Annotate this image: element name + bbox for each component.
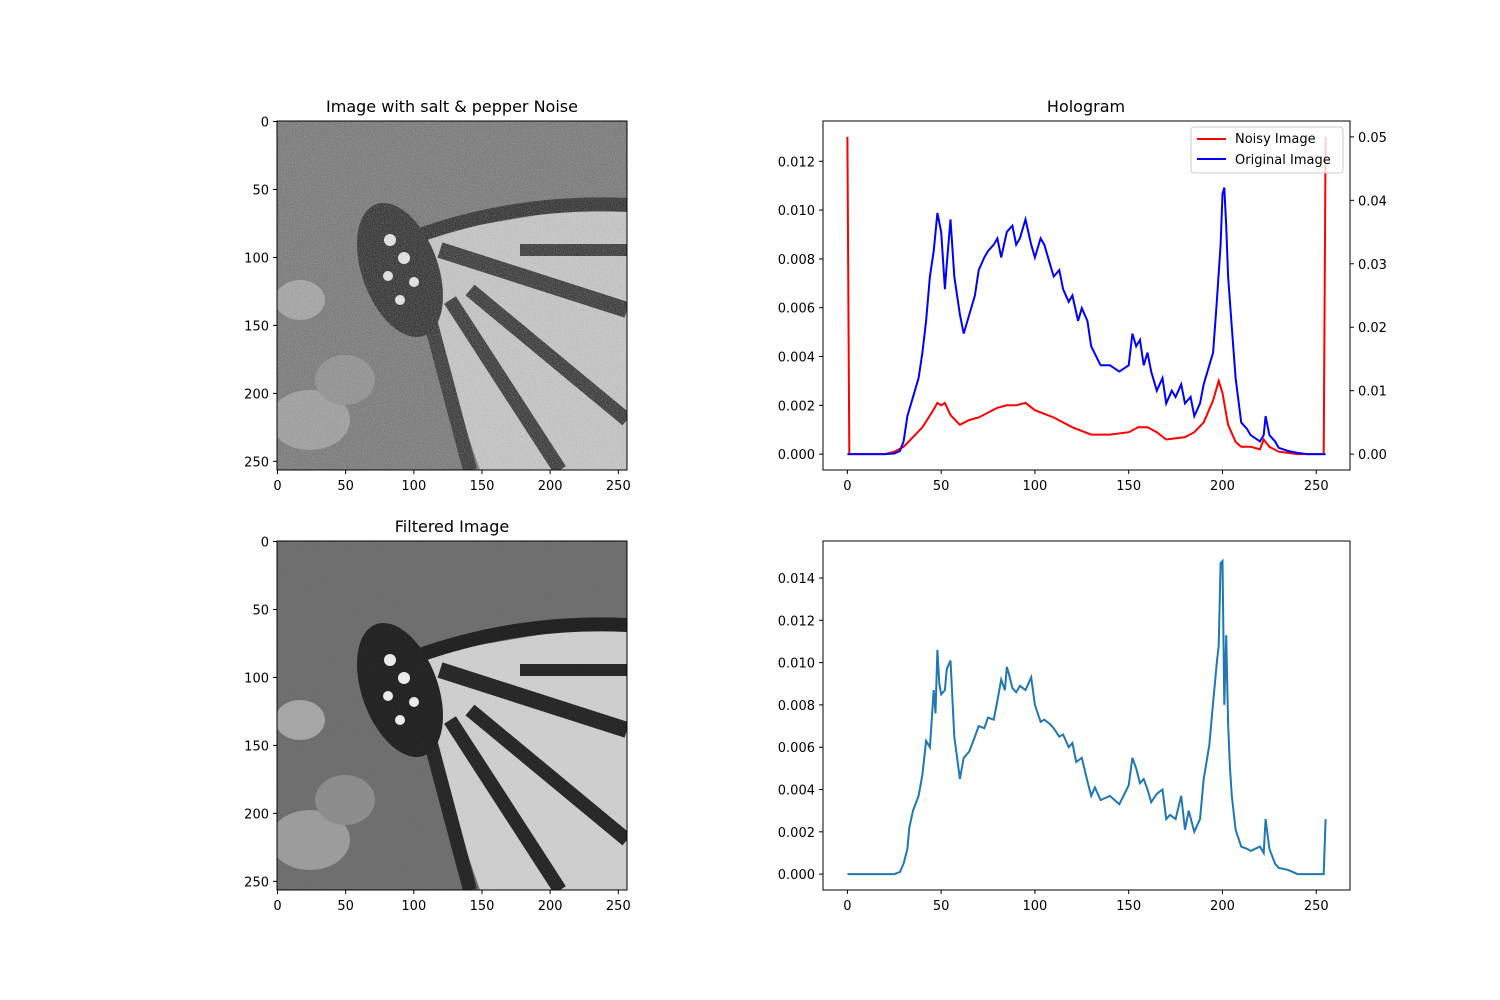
filtered-histogram-y-tick-label: 0.008 — [778, 699, 815, 714]
hologram-legend: Noisy Image Original Image — [1190, 126, 1344, 174]
hologram-left-y-tick-label: 0.008 — [778, 253, 815, 268]
filtered-image-x-tick-label: 250 — [606, 899, 631, 914]
filtered-butterfly-image — [277, 541, 627, 890]
noisy-image-series-line — [846, 136, 1327, 456]
filtered-histogram-y-tick-label: 0.004 — [778, 784, 815, 799]
filtered-histogram-axes: 0 50 100 150 200 250 0.000 0.002 0.004 0.006 0.008… — [778, 572, 1329, 914]
hologram-title: Hologram — [1047, 97, 1125, 116]
hologram-x-tick-label: 100 — [1023, 479, 1048, 494]
noisy-image-y-tick-label: 200 — [244, 387, 269, 402]
noisy-image-panel: Image with salt & pepper Noise 0 50 — [244, 97, 631, 494]
noisy-image-axes: 0 50 100 150 200 250 0 50 100 150 200 250 — [244, 116, 631, 495]
filtered-histogram-x-tick-label: 100 — [1023, 899, 1048, 914]
filtered-histogram-y-tick-label: 0.000 — [778, 868, 815, 883]
filtered-histogram-x-tick-label: 0 — [843, 899, 851, 914]
filtered-image-y-tick-label: 50 — [252, 603, 269, 618]
noisy-image-title: Image with salt & pepper Noise — [326, 97, 578, 116]
filtered-histogram-y-tick-label: 0.014 — [778, 572, 815, 587]
legend-noisy-label: Noisy Image — [1235, 132, 1316, 147]
hologram-right-y-tick-label: 0.05 — [1358, 131, 1387, 146]
filtered-histogram-x-tick-label: 250 — [1304, 899, 1329, 914]
noisy-butterfly-image — [277, 121, 627, 470]
noisy-image-y-tick-label: 250 — [244, 455, 269, 470]
noisy-image-x-tick-label: 0 — [273, 479, 281, 494]
filtered-histogram-panel: 0 50 100 150 200 250 0.000 0.002 0.004 0.006 0.008… — [778, 540, 1351, 914]
hologram-axes: 0 50 100 150 200 250 0.000 0.002 0.004 0.006 0.008… — [778, 131, 1387, 494]
filtered-histogram-y-tick-label: 0.010 — [778, 657, 815, 672]
filtered-image-x-tick-label: 0 — [273, 899, 281, 914]
filtered-image-x-tick-label: 200 — [538, 899, 563, 914]
hologram-x-tick-label: 150 — [1116, 479, 1141, 494]
noisy-image-y-tick-label: 100 — [244, 251, 269, 266]
filtered-image-y-tick-label: 0 — [261, 536, 269, 551]
filtered-histogram-y-tick-label: 0.002 — [778, 826, 815, 841]
filtered-image-title: Filtered Image — [395, 517, 509, 536]
hologram-x-tick-label: 200 — [1210, 479, 1235, 494]
noisy-image-y-tick-label: 150 — [244, 319, 269, 334]
legend-original-label: Original Image — [1235, 153, 1331, 168]
noisy-image-x-tick-label: 250 — [606, 479, 631, 494]
filtered-histogram-y-tick-label: 0.012 — [778, 614, 815, 629]
noisy-image-x-tick-label: 50 — [337, 479, 354, 494]
original-image-series-line — [847, 187, 1326, 456]
filtered-image-y-tick-label: 250 — [244, 875, 269, 890]
hologram-x-tick-label: 250 — [1304, 479, 1329, 494]
filtered-histogram-x-tick-label: 200 — [1210, 899, 1235, 914]
hologram-left-y-tick-label: 0.002 — [778, 399, 815, 414]
filtered-image-x-tick-label: 100 — [401, 899, 426, 914]
hologram-left-y-tick-label: 0.004 — [778, 351, 815, 366]
filtered-image-axes: 0 50 100 150 200 250 0 50 100 150 200 250 — [244, 536, 631, 915]
hologram-right-y-tick-label: 0.02 — [1358, 321, 1387, 336]
filtered-histogram-y-tick-label: 0.006 — [778, 741, 815, 756]
filtered-image-panel: Filtered Image 0 50 100 150 200 250 0 50 100 150 2… — [244, 517, 631, 914]
hologram-right-y-tick-label: 0.00 — [1358, 448, 1387, 463]
filtered-image-y-tick-label: 150 — [244, 739, 269, 754]
hologram-right-y-tick-label: 0.04 — [1358, 194, 1387, 209]
hologram-right-y-tick-label: 0.03 — [1358, 258, 1387, 273]
filtered-image-y-tick-label: 100 — [244, 671, 269, 686]
hologram-right-y-tick-label: 0.01 — [1358, 385, 1387, 400]
noisy-image-y-tick-label: 0 — [261, 116, 269, 131]
hologram-x-tick-label: 50 — [933, 479, 950, 494]
noisy-image-x-tick-label: 200 — [538, 479, 563, 494]
noisy-image-x-tick-label: 100 — [401, 479, 426, 494]
hologram-x-tick-label: 0 — [843, 479, 851, 494]
hologram-left-y-tick-label: 0.000 — [778, 448, 815, 463]
noisy-image-x-tick-label: 150 — [470, 479, 495, 494]
filtered-histogram-series-line — [847, 558, 1327, 876]
filtered-histogram-x-tick-label: 150 — [1116, 899, 1141, 914]
filtered-image-x-tick-label: 150 — [470, 899, 495, 914]
filtered-histogram-x-tick-label: 50 — [933, 899, 950, 914]
filtered-image-x-tick-label: 50 — [337, 899, 354, 914]
hologram-left-y-tick-label: 0.012 — [778, 155, 815, 170]
filtered-image-y-tick-label: 200 — [244, 807, 269, 822]
hologram-left-y-tick-label: 0.010 — [778, 204, 815, 219]
hologram-panel: Hologram 0 50 100 150 200 2500.0000.0020.0040… — [778, 97, 1387, 494]
noisy-image-y-tick-label: 50 — [252, 183, 269, 198]
hologram-left-y-tick-label: 0.006 — [778, 302, 815, 317]
